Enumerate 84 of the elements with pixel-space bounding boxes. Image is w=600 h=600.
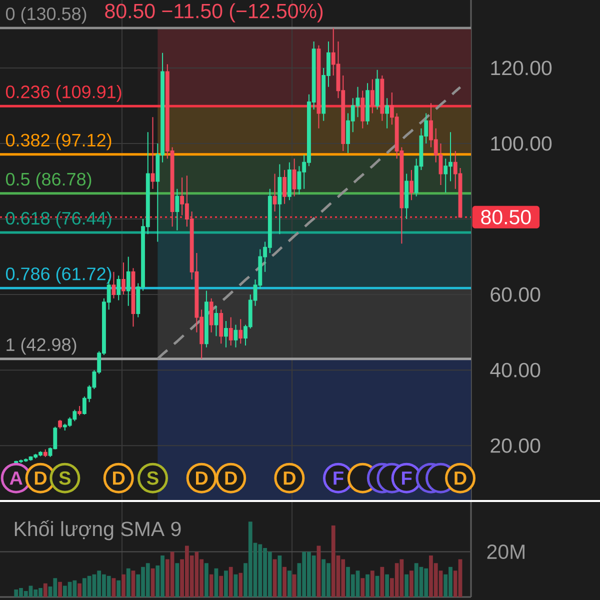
data-label: D <box>284 472 296 485</box>
candlestick <box>370 78 374 114</box>
bar <box>316 546 321 597</box>
candlestick <box>150 116 155 190</box>
bar <box>219 576 224 597</box>
chart-title: 80.50 −11.50 (−12.50%) <box>105 3 323 22</box>
candlestick <box>409 169 414 201</box>
candlestick <box>126 256 130 306</box>
y-tick-label: 120.00 <box>491 60 552 76</box>
bar <box>410 570 414 597</box>
chart-title: Khối lượng SMA 9 <box>14 520 181 540</box>
ref-line-label: 0 (130.58) <box>6 6 86 24</box>
bar <box>224 570 228 597</box>
candlestick <box>287 162 292 201</box>
bar <box>287 570 292 597</box>
data-label: D <box>113 472 125 485</box>
candlestick <box>380 75 384 122</box>
candlestick <box>278 164 282 235</box>
bar <box>43 583 48 597</box>
ref-line-label: 0.786 (61.72) <box>6 267 112 284</box>
candlestick <box>204 290 208 348</box>
bar <box>204 563 208 597</box>
bar <box>366 574 370 597</box>
ref-line-label: 0.382 (97.12) <box>6 133 112 150</box>
candlestick <box>385 98 390 129</box>
bar <box>126 568 130 597</box>
data-label: F <box>402 472 412 485</box>
bar <box>122 574 126 597</box>
y-tick-label: 40.00 <box>490 362 540 378</box>
data-label: D <box>225 472 237 485</box>
candlestick <box>116 275 121 301</box>
candlestick <box>209 298 214 333</box>
candlestick <box>131 268 136 328</box>
bar <box>385 574 389 597</box>
candlestick <box>112 271 116 299</box>
bar <box>175 563 180 597</box>
data-label: D <box>454 472 466 485</box>
candlestick <box>224 320 228 348</box>
candlestick <box>175 188 180 231</box>
y-tick-label: 60.00 <box>490 287 540 302</box>
y-tick-label: 20.00 <box>490 438 540 453</box>
candlestick <box>316 44 321 129</box>
candlestick <box>43 448 48 458</box>
candlestick <box>375 69 380 110</box>
bar <box>78 583 82 597</box>
bar <box>282 566 287 597</box>
ref-line-label: 20M <box>487 544 524 560</box>
ref-line-label: 1 (42.98) <box>6 338 76 355</box>
bar <box>360 578 365 597</box>
candlestick <box>292 158 296 197</box>
candlestick <box>404 173 409 220</box>
bar <box>278 556 282 597</box>
candlestick <box>214 305 218 337</box>
candlestick <box>78 405 82 416</box>
candlestick <box>58 419 62 430</box>
bar <box>292 574 296 597</box>
ref-line-label: 80.50 <box>481 210 531 224</box>
bar <box>116 580 121 597</box>
data-label: S <box>59 471 71 485</box>
ref-line-label: 0.618 (76.44) <box>6 211 112 228</box>
bar <box>228 566 233 597</box>
data-label: A <box>10 472 22 485</box>
data-label: D <box>34 472 47 485</box>
data-label: F <box>334 472 344 485</box>
candlestick <box>366 82 370 126</box>
candlestick <box>228 316 233 346</box>
candlestick <box>238 318 243 344</box>
candlestick <box>234 324 238 348</box>
candlestick <box>360 90 365 129</box>
bar <box>370 570 374 597</box>
data-label: S <box>146 471 158 485</box>
bar <box>58 582 62 597</box>
y-tick-label: 100.00 <box>491 136 552 151</box>
ref-line-label: 0.5 (86.78) <box>6 172 92 190</box>
ref-line-label: 0.236 (109.91) <box>6 85 122 102</box>
candlestick <box>272 173 277 212</box>
bar <box>380 566 384 597</box>
bar <box>404 574 409 597</box>
candlestick <box>122 262 126 296</box>
candlestick <box>282 169 287 204</box>
bar <box>112 578 116 597</box>
candlestick <box>219 309 224 344</box>
bar <box>131 570 136 597</box>
data-label: D <box>196 472 208 485</box>
